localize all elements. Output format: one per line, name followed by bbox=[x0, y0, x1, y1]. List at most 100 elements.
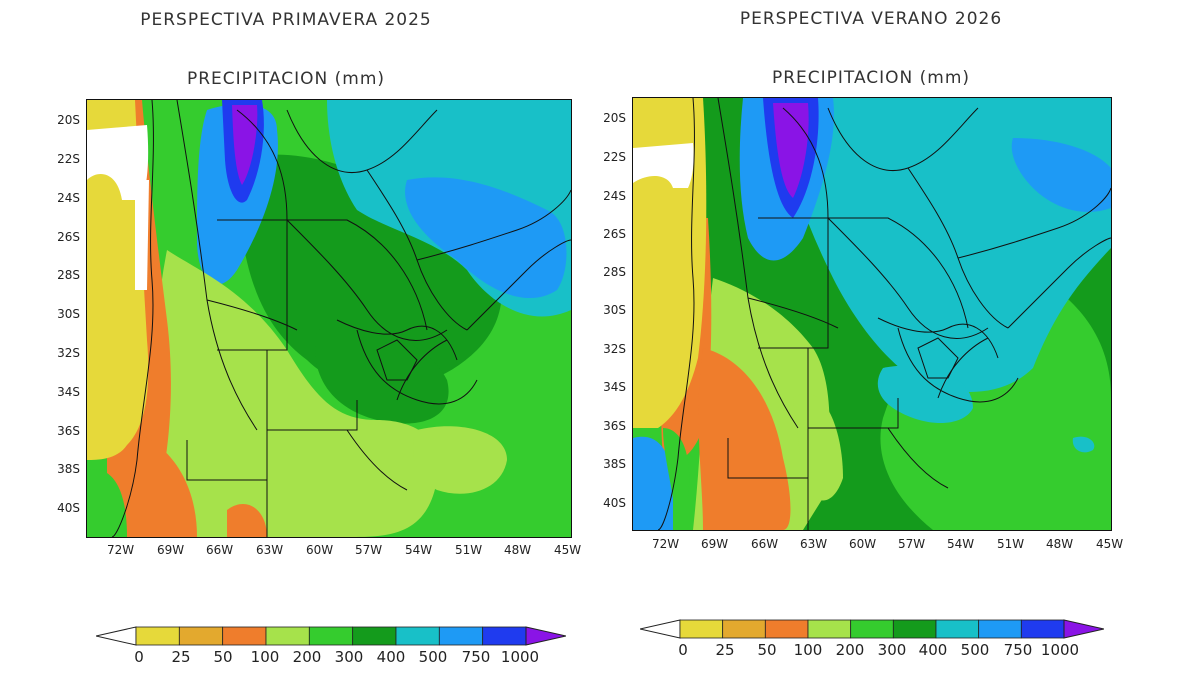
lat-tick: 36S bbox=[603, 419, 626, 433]
colorbar-over-triangle bbox=[525, 626, 566, 646]
colorbar-label: 1000 bbox=[500, 648, 540, 666]
colorbar-segment bbox=[178, 626, 224, 646]
lon-tick: 72W bbox=[652, 537, 680, 551]
lat-tick: 28S bbox=[603, 265, 626, 279]
lat-tick: 40S bbox=[57, 501, 80, 515]
colorbar-segment bbox=[482, 626, 527, 646]
lon-tick: 45W bbox=[554, 543, 582, 557]
colorbar-segment bbox=[978, 619, 1022, 639]
lat-tick: 26S bbox=[57, 230, 80, 244]
lon-tick: 54W bbox=[405, 543, 433, 557]
colorbar-segment bbox=[892, 619, 937, 639]
colorbar-label: 0 bbox=[678, 641, 688, 659]
colorbar-label: 300 bbox=[877, 641, 907, 659]
zone-light-green bbox=[147, 250, 439, 537]
colorbar-label: 25 bbox=[171, 648, 191, 666]
colorbar-segment bbox=[807, 619, 852, 639]
colorbar-label: 0 bbox=[134, 648, 144, 666]
zone-orange-south bbox=[127, 430, 197, 537]
zone-blue bbox=[405, 177, 567, 299]
colorbar-label: 500 bbox=[960, 641, 990, 659]
colorbar-label: 25 bbox=[715, 641, 735, 659]
lat-tick: 32S bbox=[57, 346, 80, 360]
lat-tick: 22S bbox=[57, 152, 80, 166]
colorbar-svg bbox=[96, 626, 566, 646]
zone-white bbox=[87, 125, 149, 200]
lon-tick: 63W bbox=[800, 537, 828, 551]
zone-green-sw bbox=[87, 469, 127, 537]
lat-tick: 38S bbox=[57, 462, 80, 476]
colorbar-segment bbox=[850, 619, 894, 639]
colorbar-label: 50 bbox=[757, 641, 777, 659]
lon-tick: 51W bbox=[455, 543, 483, 557]
colorbar-segment bbox=[722, 619, 766, 639]
colorbar-label: 300 bbox=[334, 648, 364, 666]
precipitation-map bbox=[632, 97, 1112, 531]
colorbar-label: 50 bbox=[213, 648, 233, 666]
lon-tick: 51W bbox=[997, 537, 1025, 551]
colorbar-svg bbox=[640, 619, 1104, 639]
lon-tick: 45W bbox=[1096, 537, 1124, 551]
colorbar-over-triangle bbox=[1063, 619, 1104, 639]
colorbar-label: 200 bbox=[292, 648, 322, 666]
borders bbox=[657, 98, 1111, 530]
map-svg bbox=[87, 100, 571, 537]
lat-tick: 40S bbox=[603, 496, 626, 510]
lon-tick: 48W bbox=[504, 543, 532, 557]
colorbar-under-triangle bbox=[96, 626, 137, 646]
lat-tick: 34S bbox=[603, 380, 626, 394]
lon-tick: 63W bbox=[256, 543, 284, 557]
colorbar-right bbox=[640, 619, 1104, 639]
colorbar-segment bbox=[265, 626, 310, 646]
zone-purple bbox=[773, 103, 809, 198]
zone-cyan-south bbox=[877, 365, 973, 423]
lon-tick: 60W bbox=[849, 537, 877, 551]
lat-tick: 20S bbox=[57, 113, 80, 127]
lat-tick: 38S bbox=[603, 457, 626, 471]
lat-tick: 30S bbox=[603, 303, 626, 317]
zone-blue-sw bbox=[633, 436, 673, 530]
colorbar-segment bbox=[764, 619, 809, 639]
precipitation-map bbox=[86, 99, 572, 538]
lon-tick: 69W bbox=[701, 537, 729, 551]
colorbar-label: 100 bbox=[250, 648, 280, 666]
colorbar-segment bbox=[352, 626, 397, 646]
panel-title: PERSPECTIVA VERANO 2026 bbox=[739, 9, 1003, 29]
colorbar-label: 500 bbox=[418, 648, 448, 666]
lat-tick: 24S bbox=[57, 191, 80, 205]
colorbar-segment bbox=[308, 626, 354, 646]
colorbar-segment bbox=[438, 626, 484, 646]
lon-tick: 57W bbox=[355, 543, 383, 557]
lon-tick: 60W bbox=[306, 543, 334, 557]
zone-white bbox=[633, 143, 694, 188]
colorbar-left bbox=[96, 626, 566, 646]
colorbar-label: 200 bbox=[835, 641, 865, 659]
zone-orange-south2 bbox=[227, 504, 267, 537]
zone-cyan-dot bbox=[1072, 436, 1095, 453]
zone-green-sw bbox=[663, 428, 690, 498]
colorbar-segment bbox=[935, 619, 980, 639]
lat-tick: 20S bbox=[603, 111, 626, 125]
panel-subtitle: PRECIPITACION (mm) bbox=[186, 69, 386, 89]
colorbar-label: 400 bbox=[918, 641, 948, 659]
lon-tick: 57W bbox=[898, 537, 926, 551]
colorbar-segment bbox=[395, 626, 440, 646]
lon-tick: 72W bbox=[107, 543, 135, 557]
lon-tick: 66W bbox=[751, 537, 779, 551]
zone-purple bbox=[232, 105, 258, 185]
colorbar-under-triangle bbox=[640, 619, 681, 639]
lon-tick: 66W bbox=[206, 543, 234, 557]
lat-tick: 28S bbox=[57, 268, 80, 282]
lat-tick: 34S bbox=[57, 385, 80, 399]
lon-tick: 48W bbox=[1046, 537, 1074, 551]
borders bbox=[111, 100, 571, 537]
lon-tick: 54W bbox=[947, 537, 975, 551]
lat-tick: 26S bbox=[603, 227, 626, 241]
zone-white-strip bbox=[135, 180, 149, 290]
lat-tick: 30S bbox=[57, 307, 80, 321]
panel-primavera-2025: PERSPECTIVA PRIMAVERA 2025 PRECIPITACION… bbox=[57, 10, 582, 666]
lon-tick: 69W bbox=[157, 543, 185, 557]
colorbar-label: 400 bbox=[376, 648, 406, 666]
zone-light-green-east bbox=[413, 426, 507, 494]
zone-light-green-2 bbox=[793, 393, 843, 501]
